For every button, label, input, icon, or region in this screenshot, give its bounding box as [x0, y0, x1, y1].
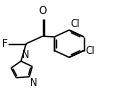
Text: O: O: [38, 6, 47, 16]
Text: Cl: Cl: [70, 19, 80, 29]
Text: F: F: [2, 39, 8, 49]
Text: Cl: Cl: [85, 46, 95, 56]
Text: N: N: [22, 50, 29, 60]
Text: N: N: [30, 78, 38, 88]
